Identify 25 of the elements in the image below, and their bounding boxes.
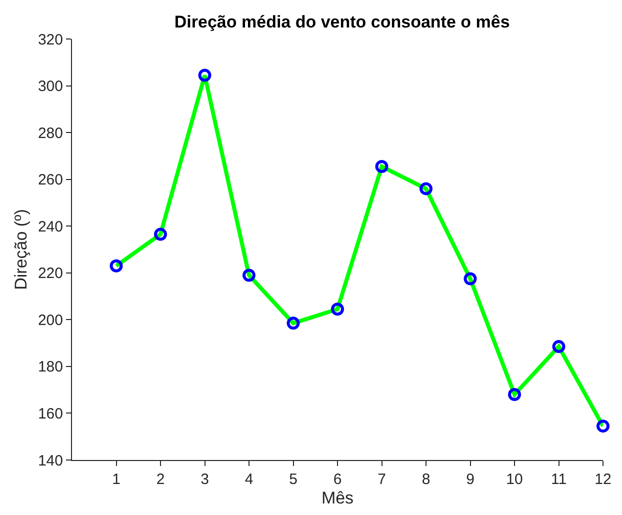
x-tick-label: 3 [200, 471, 209, 488]
y-tick-label: 180 [38, 358, 63, 376]
y-tick-label: 300 [38, 78, 63, 96]
x-tick-label: 6 [333, 471, 342, 488]
y-tick-label: 220 [38, 265, 63, 282]
x-tick-label: 10 [506, 471, 523, 488]
chart-title: Direção média do vento consoante o mês [174, 12, 510, 32]
y-axis-title: Direção (º) [12, 209, 31, 290]
x-tick-label: 11 [550, 471, 567, 488]
y-tick-label: 260 [38, 172, 63, 189]
x-tick-label: 9 [466, 471, 474, 488]
y-tick-label: 200 [38, 312, 63, 329]
x-tick-label: 4 [244, 471, 254, 488]
y-tick-label: 240 [38, 218, 63, 236]
y-tick-label: 280 [38, 124, 63, 142]
y-tick-label: 320 [38, 31, 63, 48]
x-tick-label: 5 [289, 471, 298, 488]
x-tick-label: 1 [112, 471, 120, 488]
y-tick-label: 160 [38, 405, 63, 422]
x-tick-label: 7 [378, 471, 386, 488]
y-tick-label: 140 [38, 452, 63, 470]
x-tick-label: 2 [156, 471, 165, 488]
x-tick-label: 8 [422, 471, 430, 488]
x-axis-title: Mês [321, 488, 354, 508]
x-tick-label: 12 [594, 471, 612, 488]
